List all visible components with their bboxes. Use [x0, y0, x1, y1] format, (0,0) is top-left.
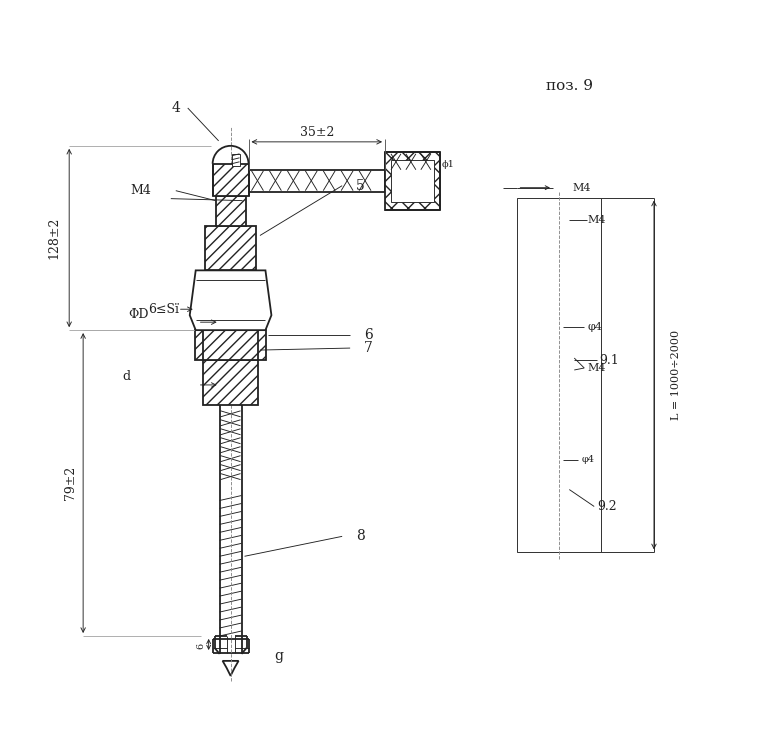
Bar	[545, 354, 575, 376]
Bar	[549, 342, 569, 352]
Text: 7: 7	[363, 341, 373, 355]
Text: d: d	[122, 370, 130, 384]
Text: ϕ1: ϕ1	[441, 160, 454, 169]
Polygon shape	[190, 270, 272, 330]
Bar	[385, 152, 440, 209]
Text: M4: M4	[588, 215, 606, 225]
Text: поз. 9: поз. 9	[545, 79, 593, 93]
Bar	[517, 198, 601, 552]
Text: M4: M4	[572, 183, 591, 193]
Text: M4: M4	[131, 184, 151, 197]
Bar	[549, 214, 569, 235]
Bar	[205, 226, 256, 270]
Text: 128±2: 128±2	[47, 217, 60, 259]
Text: 8: 8	[356, 529, 364, 543]
Bar	[213, 164, 249, 196]
Text: L = 1000÷2000: L = 1000÷2000	[671, 330, 681, 420]
Text: 35±2: 35±2	[300, 126, 334, 140]
Bar	[391, 159, 434, 201]
Text: φ4: φ4	[581, 455, 594, 464]
Bar	[548, 356, 571, 374]
Bar	[232, 154, 239, 166]
Bar	[216, 196, 246, 226]
Text: 6: 6	[196, 642, 205, 648]
Text: 6: 6	[363, 328, 373, 342]
Text: 9.1: 9.1	[599, 354, 619, 367]
Text: ΦD: ΦD	[129, 308, 149, 320]
Text: g: g	[274, 649, 283, 663]
Bar	[195, 330, 266, 360]
Bar	[549, 378, 569, 388]
Text: 4: 4	[171, 101, 181, 115]
Bar	[203, 360, 258, 405]
Bar	[549, 475, 569, 495]
Text: φ4: φ4	[588, 322, 602, 332]
Text: 6≤Sї: 6≤Sї	[148, 303, 179, 316]
Text: M4: M4	[588, 363, 606, 373]
Text: 5: 5	[356, 179, 364, 193]
Text: 9.2: 9.2	[597, 500, 617, 513]
Text: 79±2: 79±2	[63, 466, 76, 501]
Polygon shape	[223, 661, 239, 675]
